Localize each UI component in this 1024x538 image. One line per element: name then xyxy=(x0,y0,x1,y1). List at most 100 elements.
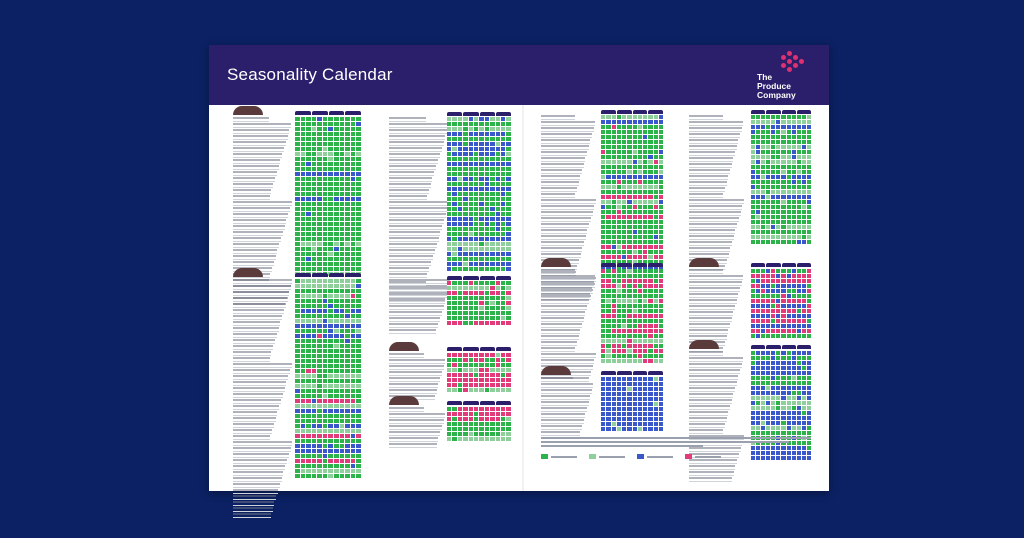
season-cell xyxy=(334,304,339,308)
season-cell xyxy=(658,210,663,214)
season-cell xyxy=(786,220,791,224)
season-cell xyxy=(490,212,495,216)
season-cell xyxy=(637,294,642,298)
season-cell xyxy=(484,122,490,126)
season-cell xyxy=(761,165,766,169)
produce-name xyxy=(689,441,743,446)
season-cell xyxy=(506,281,511,285)
season-cell xyxy=(501,137,506,141)
season-cell xyxy=(311,369,317,373)
season-cell xyxy=(796,145,801,149)
season-cell xyxy=(295,202,300,206)
season-cell xyxy=(479,321,484,325)
season-cell xyxy=(495,281,501,285)
season-cell xyxy=(796,190,801,194)
season-cell xyxy=(468,412,474,416)
season-cell xyxy=(643,377,648,381)
season-cell xyxy=(306,434,311,438)
season-cell xyxy=(622,334,627,338)
season-cell xyxy=(606,392,611,396)
season-cell xyxy=(484,232,490,236)
season-cell xyxy=(801,160,806,164)
season-cell xyxy=(468,286,474,290)
produce-name xyxy=(389,365,444,370)
season-cell xyxy=(317,299,322,303)
season-cell xyxy=(751,120,756,124)
season-cell xyxy=(658,175,663,179)
season-cell xyxy=(761,160,766,164)
season-cell xyxy=(322,227,328,231)
season-cell xyxy=(506,117,511,121)
season-cell xyxy=(345,409,350,413)
season-cell xyxy=(806,140,811,144)
legend-key-in-season xyxy=(541,454,577,459)
season-cell xyxy=(781,135,786,139)
season-cell xyxy=(356,429,361,433)
season-cell xyxy=(311,469,317,473)
season-cell xyxy=(632,402,637,406)
season-cell xyxy=(295,454,300,458)
season-cell xyxy=(776,165,781,169)
season-cell xyxy=(300,222,306,226)
season-cell xyxy=(606,412,611,416)
season-cell xyxy=(801,205,806,209)
season-cell xyxy=(322,252,328,256)
season-cell xyxy=(806,165,811,169)
season-cell xyxy=(766,396,771,400)
season-cell xyxy=(300,152,306,156)
season-cell xyxy=(295,197,300,201)
season-cell xyxy=(776,371,781,375)
season-cell xyxy=(311,157,317,161)
season-cell xyxy=(311,354,317,358)
produce-name xyxy=(233,369,290,374)
season-cell xyxy=(801,185,806,189)
season-cell xyxy=(627,250,632,254)
season-cell xyxy=(317,394,322,398)
month-header xyxy=(447,112,511,116)
season-cell xyxy=(806,274,811,278)
season-header xyxy=(447,276,463,280)
season-cell xyxy=(300,207,306,211)
produce-name xyxy=(389,419,444,424)
season-cell xyxy=(791,160,796,164)
season-cell xyxy=(622,284,627,288)
season-cell xyxy=(791,334,796,338)
season-cell xyxy=(622,354,627,358)
season-cell xyxy=(463,202,468,206)
season-cell xyxy=(637,240,642,244)
season-cell xyxy=(653,265,658,269)
produce-name xyxy=(689,217,739,222)
season-cell xyxy=(786,401,791,405)
season-cell xyxy=(632,130,637,134)
season-cell xyxy=(781,361,786,365)
season-cell xyxy=(317,464,322,468)
season-cell xyxy=(751,235,756,239)
season-cell xyxy=(457,202,463,206)
season-cell xyxy=(350,464,356,468)
season-cell xyxy=(643,155,648,159)
season-cell xyxy=(771,386,776,390)
season-cell xyxy=(506,187,511,191)
season-cell xyxy=(786,215,791,219)
season-cell xyxy=(801,235,806,239)
season-cell xyxy=(766,299,771,303)
season-cell xyxy=(452,427,457,431)
season-cell xyxy=(601,319,606,323)
season-cell xyxy=(300,469,306,473)
season-cell xyxy=(356,474,361,478)
season-cell xyxy=(322,242,328,246)
season-cell xyxy=(345,207,350,211)
season-cell xyxy=(457,172,463,176)
season-cell xyxy=(648,215,653,219)
season-cell xyxy=(356,227,361,231)
season-cell xyxy=(766,210,771,214)
season-cell xyxy=(468,202,474,206)
season-cell xyxy=(311,247,317,251)
season-cell xyxy=(756,376,761,380)
season-cell xyxy=(622,339,627,343)
season-cell xyxy=(295,157,300,161)
season-cell xyxy=(766,135,771,139)
produce-name xyxy=(541,329,581,334)
season-cell xyxy=(653,309,658,313)
season-cell xyxy=(616,299,621,303)
